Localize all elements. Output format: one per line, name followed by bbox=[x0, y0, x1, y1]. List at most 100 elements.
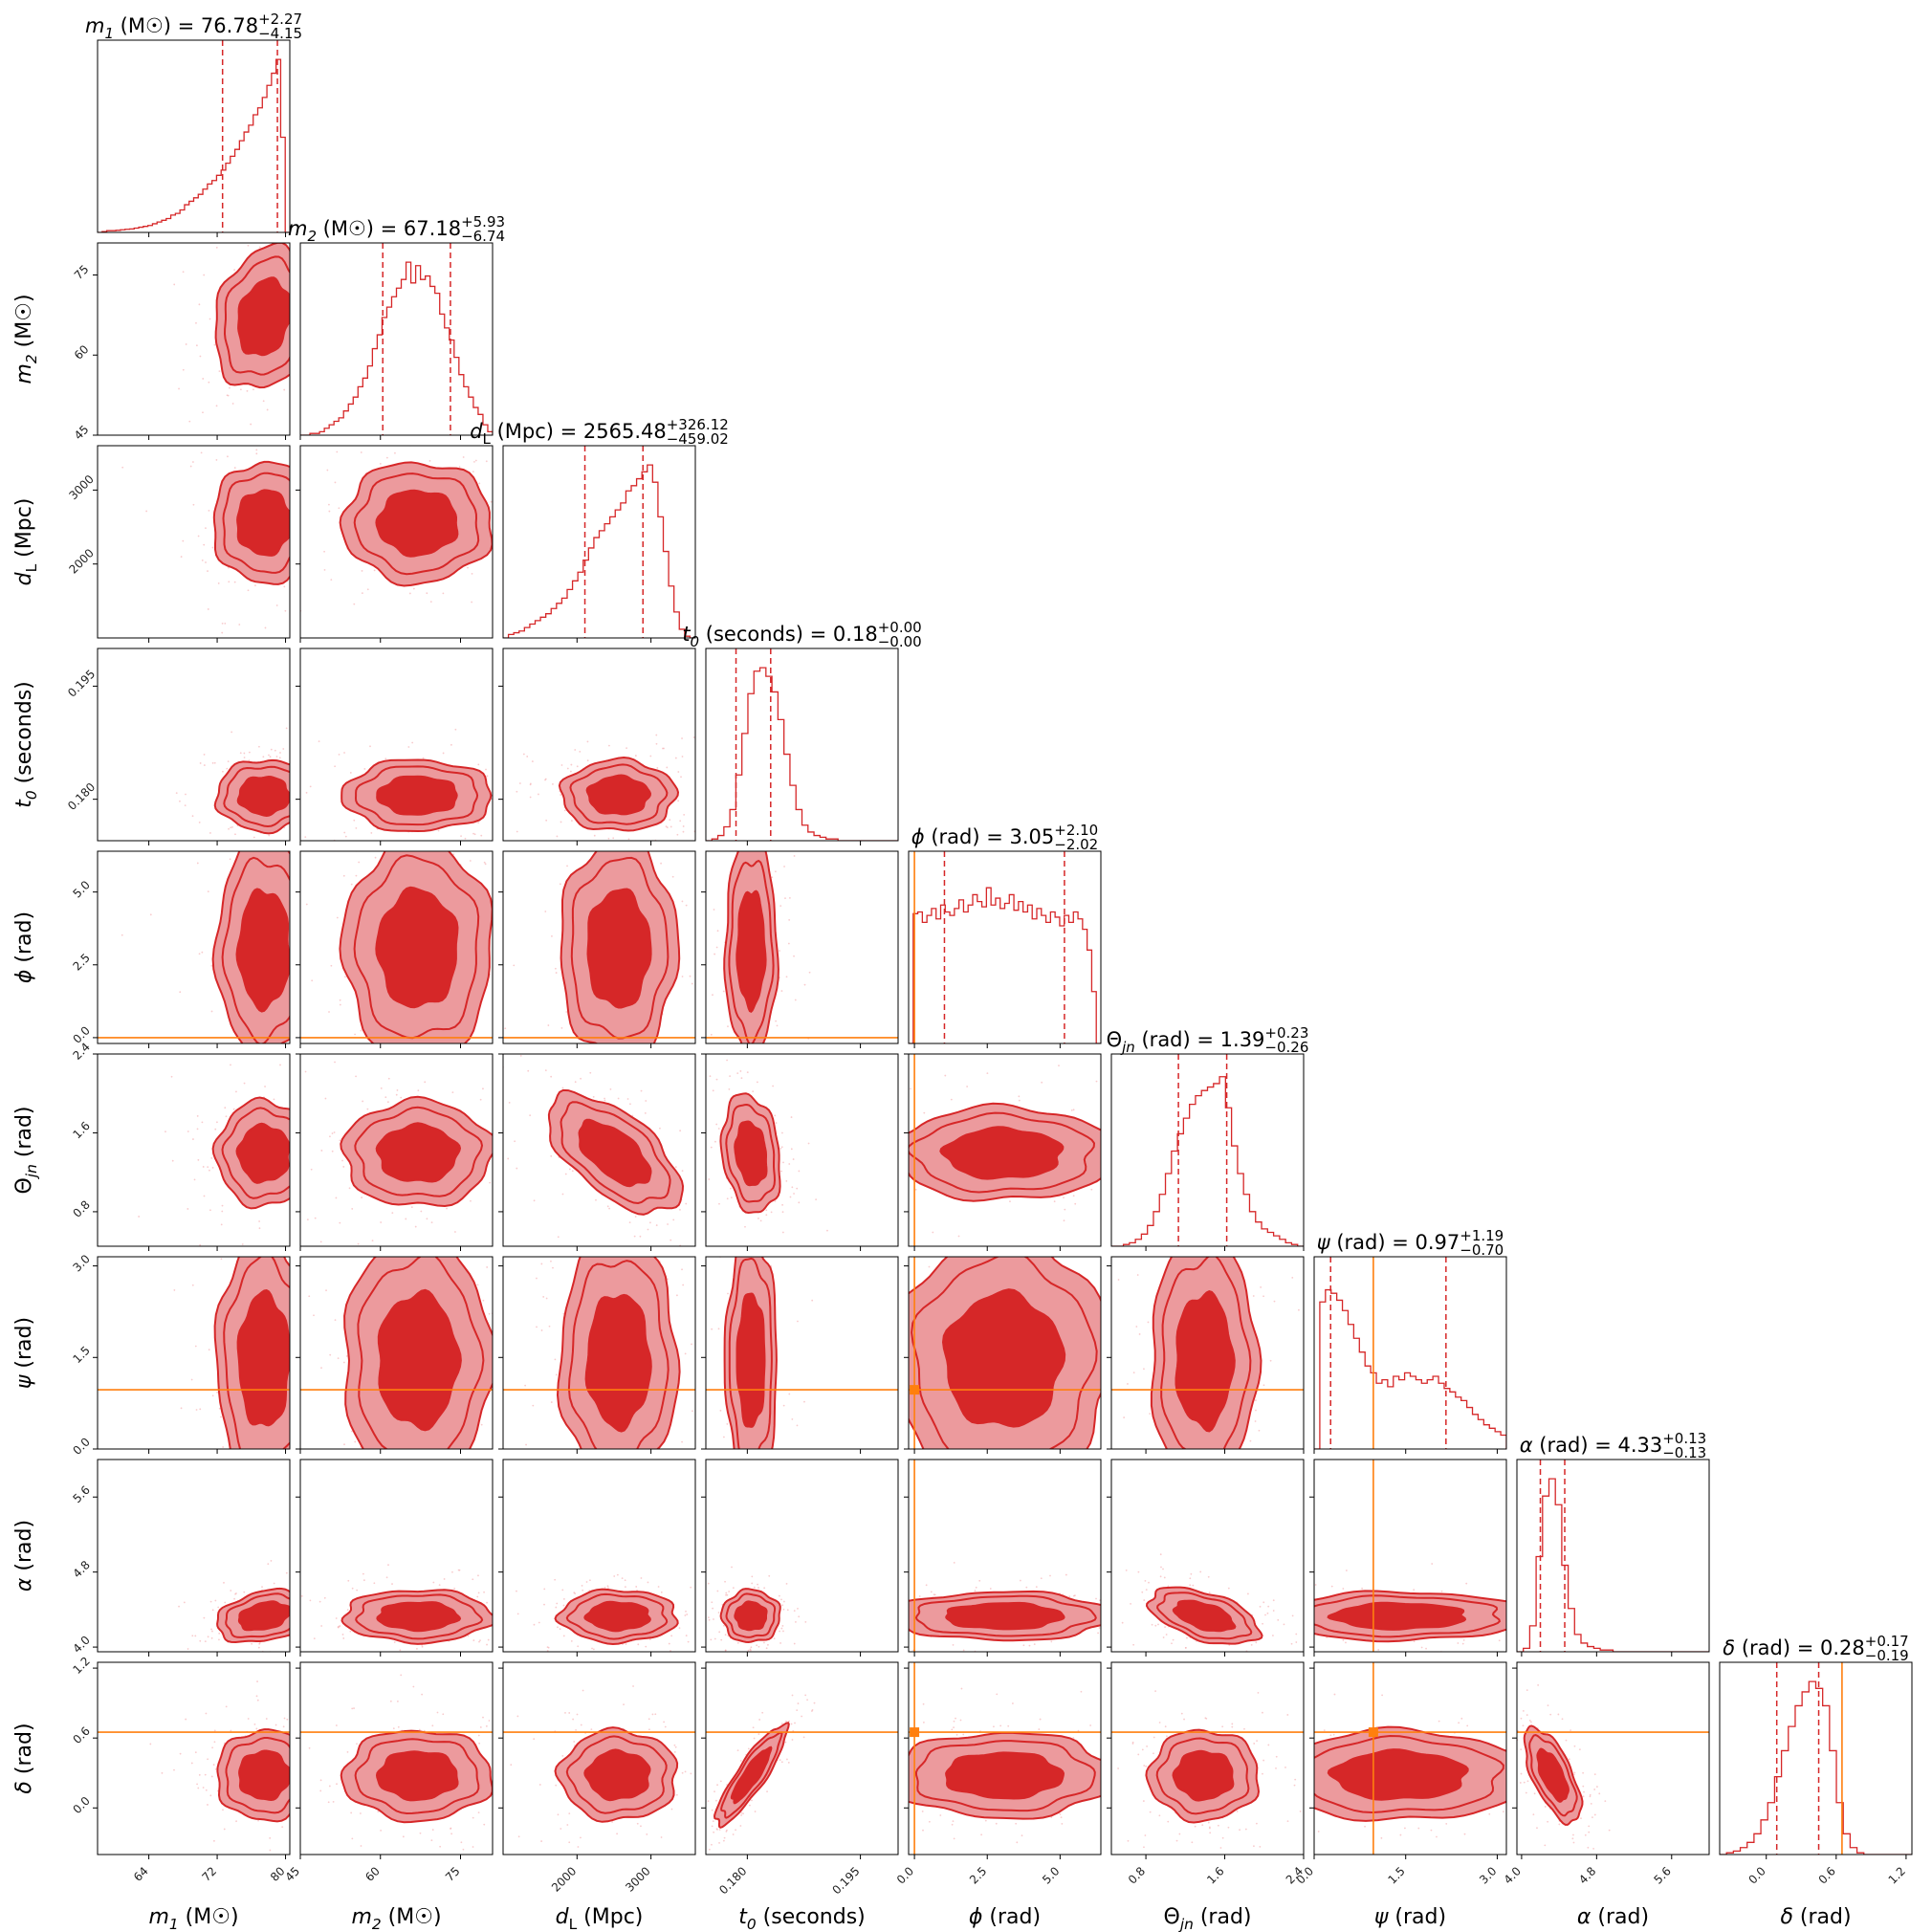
scatter-point bbox=[679, 820, 682, 823]
scatter-point bbox=[304, 1148, 306, 1150]
panel-frame bbox=[299, 445, 494, 639]
scatter-point bbox=[762, 1230, 764, 1232]
scatter-point bbox=[1190, 1572, 1193, 1575]
scatter-point bbox=[691, 1343, 692, 1346]
scatter-point bbox=[320, 955, 322, 957]
scatter-point bbox=[1108, 1584, 1109, 1586]
scatter-point bbox=[473, 460, 475, 463]
scatter-point bbox=[269, 756, 272, 758]
title-delta: δ (rad) = 0.28+0.17 bbox=[1723, 1633, 1908, 1659]
contour-inner bbox=[1175, 1290, 1236, 1433]
scatter-point bbox=[307, 812, 309, 814]
scatter-point bbox=[670, 1650, 671, 1652]
scatter-point bbox=[504, 1340, 506, 1342]
scatter-point bbox=[193, 1178, 196, 1181]
scatter-point bbox=[1034, 1243, 1036, 1245]
scatter-point bbox=[555, 1592, 557, 1594]
scatter-point bbox=[955, 1203, 956, 1205]
scatter-point bbox=[257, 1819, 259, 1822]
scatter-point bbox=[744, 1230, 746, 1232]
scatter-point bbox=[209, 832, 211, 834]
scatter-point bbox=[307, 1182, 309, 1184]
scatter-point bbox=[534, 1768, 536, 1770]
scatter-point bbox=[202, 378, 205, 380]
scatter-point bbox=[627, 1081, 629, 1083]
scatter-point bbox=[1195, 1526, 1197, 1528]
scatter-point bbox=[366, 1108, 369, 1110]
scatter-point bbox=[592, 1648, 595, 1651]
scatter-point bbox=[946, 1230, 948, 1232]
scatter-point bbox=[1289, 1619, 1291, 1621]
scatter-point bbox=[890, 1498, 892, 1500]
scatter-point bbox=[210, 1628, 212, 1631]
scatter-point bbox=[748, 812, 750, 814]
scatter-point bbox=[291, 1711, 293, 1713]
scatter-point bbox=[478, 1640, 480, 1643]
scatter-point bbox=[682, 1284, 685, 1286]
scatter-point bbox=[637, 1240, 639, 1242]
scatter-point bbox=[1258, 1429, 1261, 1432]
scatter-point bbox=[248, 759, 251, 762]
scatter-point bbox=[763, 1641, 765, 1644]
scatter-point bbox=[563, 1066, 565, 1068]
scatter-point bbox=[666, 766, 669, 769]
contour-inner bbox=[939, 1126, 1065, 1180]
scatter-point bbox=[387, 1077, 390, 1080]
scatter-point bbox=[234, 1498, 236, 1500]
scatter-point bbox=[211, 1166, 214, 1169]
scatter-point bbox=[296, 1761, 298, 1763]
scatter-point bbox=[361, 1197, 363, 1198]
scatter-point bbox=[337, 541, 339, 543]
scatter-point bbox=[545, 819, 548, 822]
scatter-point bbox=[211, 1609, 214, 1612]
scatter-point bbox=[1084, 1189, 1086, 1191]
scatter-point bbox=[200, 451, 203, 454]
scatter-point bbox=[1406, 1680, 1408, 1681]
scatter-point bbox=[308, 402, 310, 404]
contour-mid bbox=[911, 1257, 1098, 1449]
scatter-point bbox=[1157, 1253, 1159, 1255]
scatter-point bbox=[301, 502, 303, 504]
scatter-point bbox=[851, 1148, 853, 1150]
scatter-point bbox=[669, 1482, 670, 1483]
scatter-point bbox=[507, 1157, 510, 1160]
scatter-point bbox=[759, 1236, 761, 1238]
scatter-point bbox=[952, 1643, 955, 1646]
scatter-point bbox=[380, 1087, 383, 1089]
scatter-point bbox=[738, 821, 740, 823]
scatter-point bbox=[604, 1521, 606, 1523]
scatter-point bbox=[1175, 1507, 1177, 1509]
scatter-point bbox=[218, 1632, 221, 1635]
scatter-point bbox=[294, 1638, 296, 1640]
scatter-point bbox=[1345, 1570, 1348, 1571]
scatter-point bbox=[757, 1583, 758, 1586]
scatter-point bbox=[320, 305, 322, 307]
scatter-point bbox=[296, 1181, 297, 1183]
scatter-point bbox=[326, 1415, 328, 1416]
scatter-point bbox=[1144, 1579, 1147, 1582]
scatter-point bbox=[217, 582, 220, 584]
scatter-point bbox=[666, 826, 669, 829]
scatter-point bbox=[1189, 1676, 1191, 1678]
scatter-point bbox=[644, 1111, 647, 1114]
scatter-point bbox=[326, 1431, 328, 1433]
scatter-point bbox=[197, 1158, 200, 1161]
scatter-point bbox=[941, 1239, 943, 1240]
scatter-point bbox=[1109, 1586, 1110, 1588]
scatter-point bbox=[157, 1099, 159, 1101]
scatter-point bbox=[390, 1049, 392, 1051]
scatter-point bbox=[318, 779, 319, 780]
histogram-t0 bbox=[706, 667, 898, 841]
scatter-point bbox=[307, 489, 309, 491]
scatter-point bbox=[328, 503, 330, 506]
contour-mid bbox=[567, 1260, 670, 1449]
scatter-point bbox=[519, 1160, 521, 1162]
scatter-point bbox=[256, 1478, 258, 1480]
scatter-point bbox=[779, 1147, 782, 1150]
scatter-point bbox=[879, 1175, 881, 1176]
scatter-point bbox=[681, 1440, 683, 1443]
scatter-point bbox=[350, 883, 353, 886]
scatter-point bbox=[486, 775, 489, 778]
scatter-point bbox=[621, 1577, 624, 1580]
scatter-point bbox=[311, 1571, 313, 1573]
